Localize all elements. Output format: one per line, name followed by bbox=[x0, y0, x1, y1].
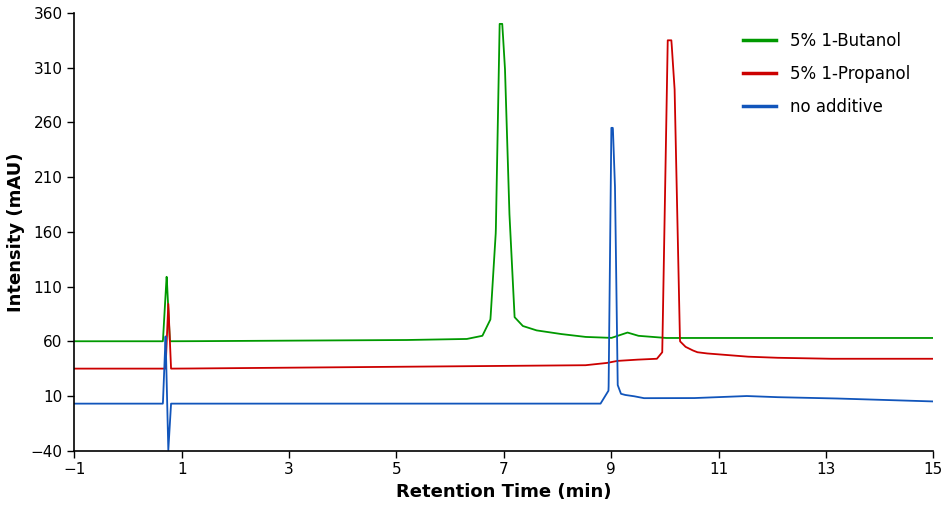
Y-axis label: Intensity (mAU): Intensity (mAU) bbox=[7, 152, 25, 311]
Line: 5% 1-Propanol: 5% 1-Propanol bbox=[74, 40, 934, 369]
5% 1-Butanol bbox=[494, 21, 505, 27]
no additive bbox=[584, 401, 596, 407]
5% 1-Butanol bbox=[224, 338, 236, 344]
Line: 5% 1-Butanol: 5% 1-Butanol bbox=[74, 24, 934, 341]
no additive bbox=[606, 125, 618, 131]
Line: no additive: no additive bbox=[74, 128, 934, 450]
5% 1-Butanol bbox=[775, 335, 787, 341]
5% 1-Propanol bbox=[584, 362, 596, 368]
no additive bbox=[928, 398, 940, 404]
5% 1-Propanol bbox=[662, 37, 674, 43]
no additive bbox=[225, 401, 237, 407]
5% 1-Propanol bbox=[928, 356, 940, 362]
no additive bbox=[162, 447, 174, 453]
Legend: 5% 1-Butanol, 5% 1-Propanol, no additive: 5% 1-Butanol, 5% 1-Propanol, no additive bbox=[736, 26, 917, 123]
5% 1-Propanol bbox=[397, 364, 408, 370]
5% 1-Butanol bbox=[68, 338, 80, 344]
no additive bbox=[68, 401, 80, 407]
5% 1-Propanol bbox=[68, 366, 80, 372]
no additive bbox=[775, 394, 787, 400]
5% 1-Propanol bbox=[224, 365, 236, 371]
5% 1-Propanol bbox=[710, 351, 721, 357]
X-axis label: Retention Time (min): Retention Time (min) bbox=[396, 483, 612, 501]
5% 1-Butanol bbox=[928, 335, 940, 341]
5% 1-Propanol bbox=[775, 355, 787, 361]
5% 1-Butanol bbox=[397, 337, 408, 343]
no additive bbox=[397, 401, 408, 407]
no additive bbox=[628, 393, 639, 399]
5% 1-Butanol bbox=[710, 335, 721, 341]
5% 1-Butanol bbox=[584, 334, 596, 340]
5% 1-Butanol bbox=[628, 331, 639, 337]
5% 1-Propanol bbox=[627, 357, 638, 363]
no additive bbox=[710, 394, 721, 400]
